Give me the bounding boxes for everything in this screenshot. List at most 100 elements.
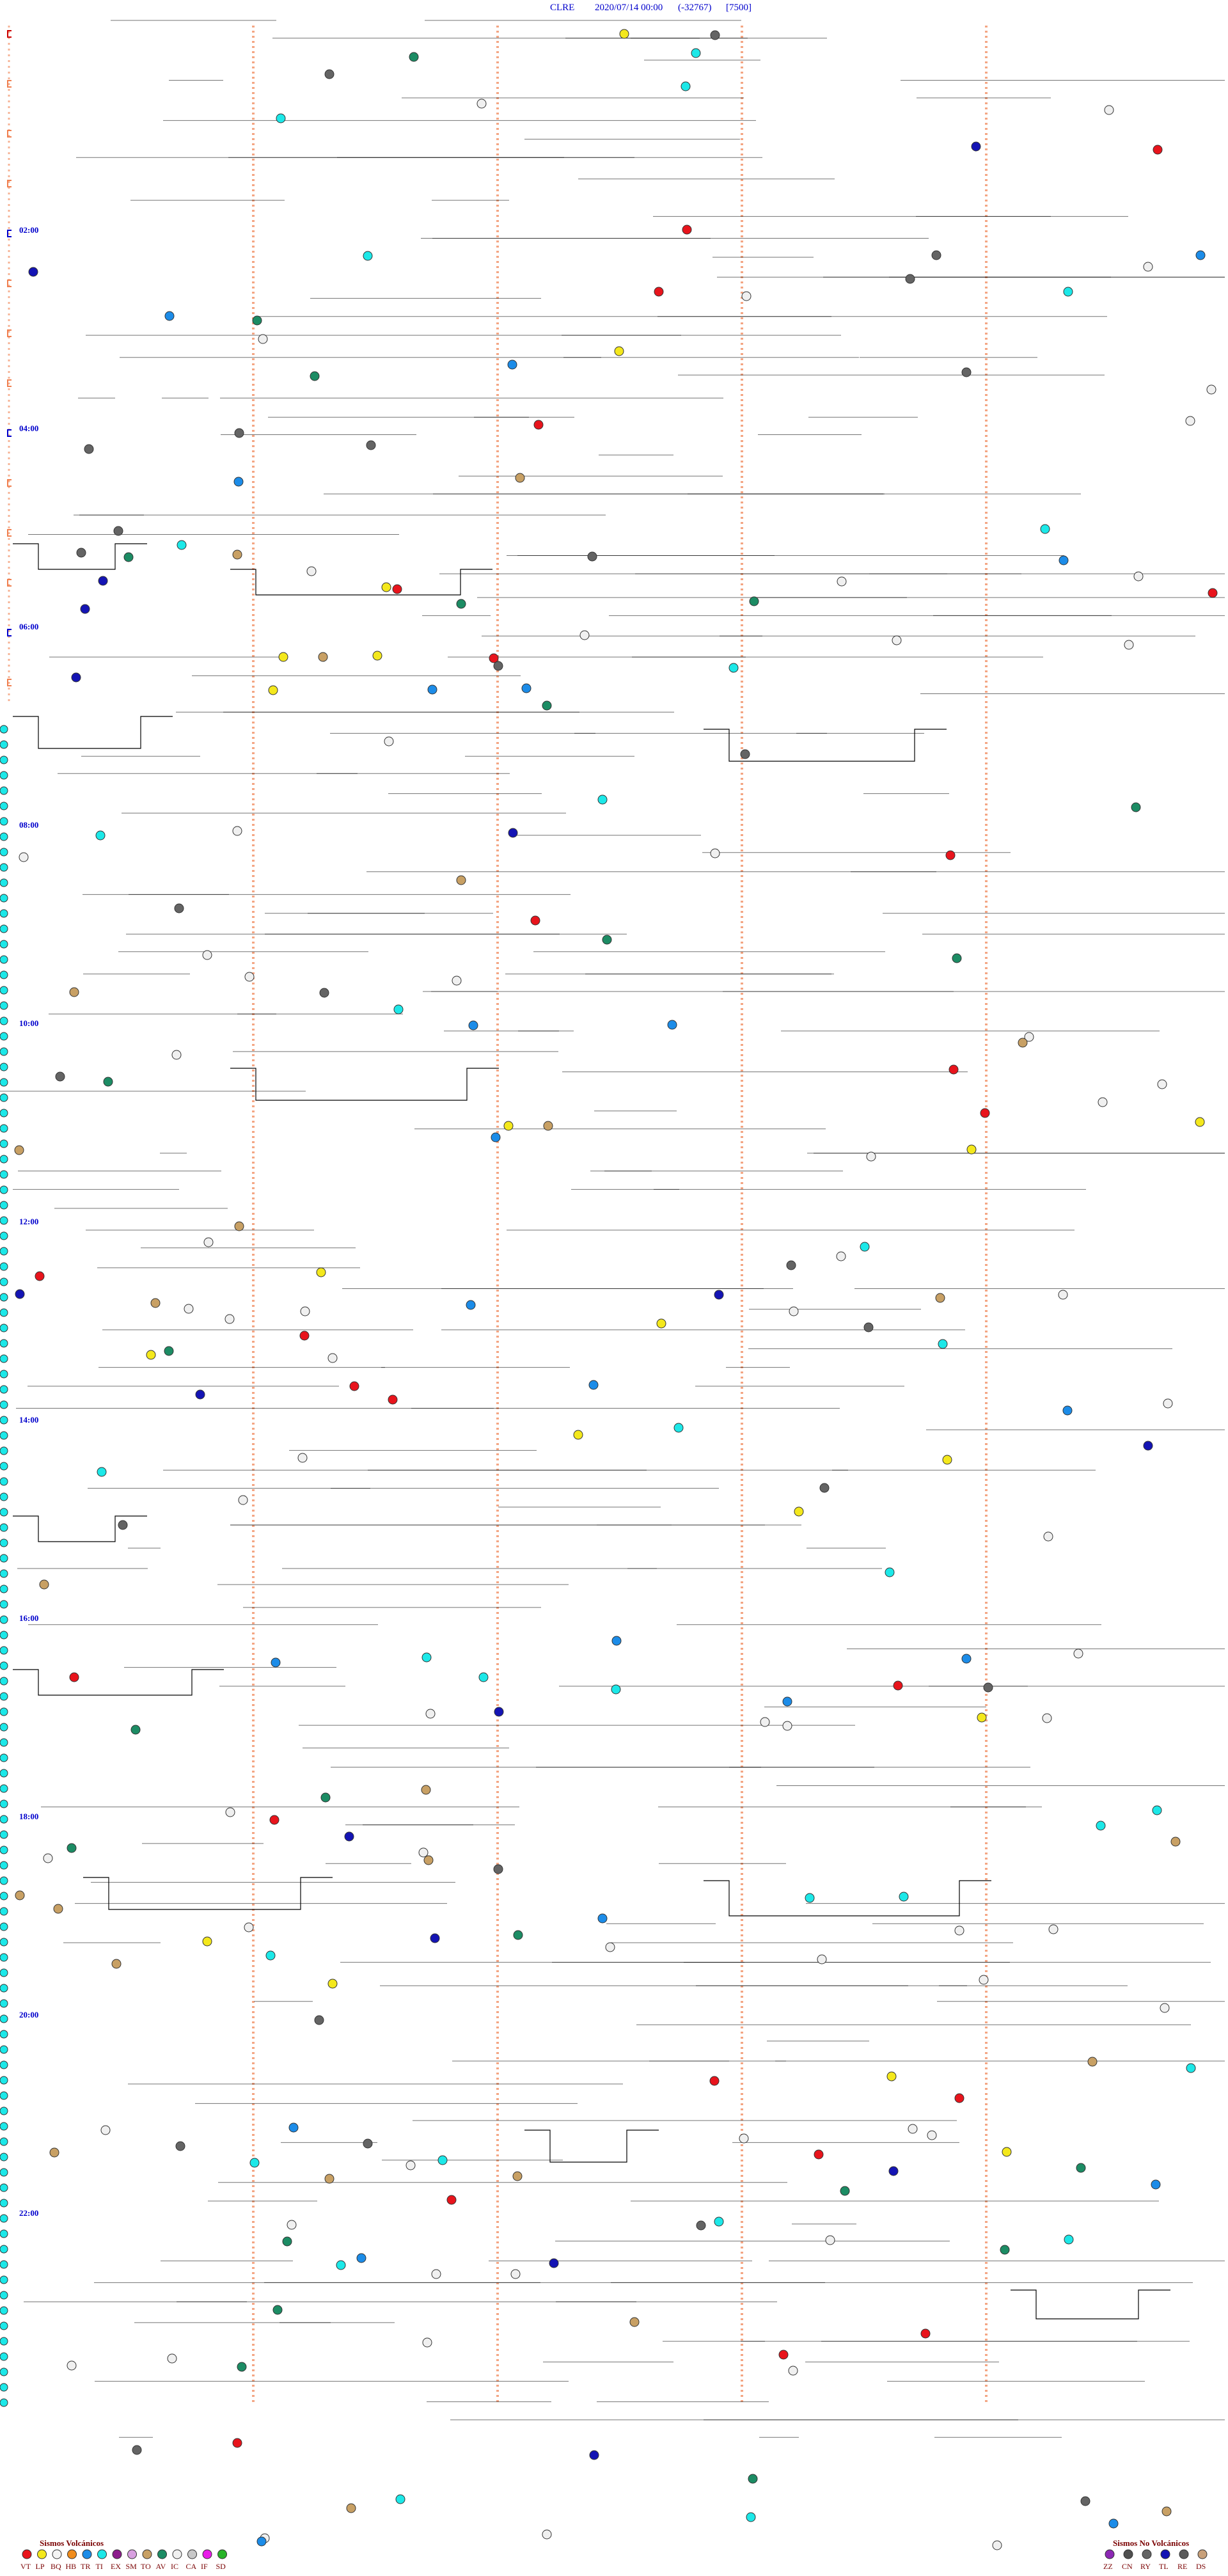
event-marker [597, 794, 608, 805]
event-marker [164, 1346, 174, 1356]
legend-nonvolcanic-swatch-cn [1123, 2549, 1133, 2559]
event-marker [971, 141, 981, 152]
event-marker [530, 915, 540, 926]
event-marker-ti [0, 1431, 8, 1440]
hour-label-2200: 22:00 [19, 2208, 38, 2218]
event-marker [656, 1318, 666, 1329]
event-marker-ti [0, 1063, 8, 1071]
event-marker-ti [0, 1216, 8, 1225]
event-marker [533, 420, 544, 430]
event-marker [602, 935, 612, 945]
event-marker [316, 1267, 326, 1277]
event-marker [611, 1684, 621, 1695]
event-marker [1096, 1821, 1106, 1831]
event-marker-ti [0, 940, 8, 949]
legend-volcanic-code-sd: SD [216, 2562, 226, 2571]
event-marker [714, 1290, 724, 1300]
event-marker [512, 2171, 523, 2181]
left-bracket [7, 30, 12, 38]
event-marker [542, 700, 552, 711]
event-marker [167, 2353, 177, 2364]
legend-volcanic-swatch-ti [97, 2549, 107, 2559]
event-marker [1185, 416, 1195, 426]
event-marker [782, 1696, 792, 1707]
event-marker [817, 1954, 827, 1964]
event-marker [1062, 1405, 1073, 1416]
left-bracket [7, 679, 12, 686]
legend-volcanic-code-ca: CA [186, 2562, 197, 2571]
legend-volcanic-code-tr: TR [81, 2562, 90, 2571]
event-marker [691, 48, 701, 58]
event-marker-ti [0, 1723, 8, 1732]
left-bracket [7, 280, 12, 287]
event-marker [493, 661, 503, 671]
event-marker [431, 2269, 441, 2279]
left-bracket [7, 479, 12, 487]
event-marker [489, 653, 499, 663]
event-marker [908, 2124, 918, 2134]
event-marker [232, 826, 242, 836]
legend-volcanic-code-lp: LP [36, 2562, 45, 2571]
event-marker [1143, 262, 1153, 272]
event-marker [14, 1145, 24, 1155]
event-marker-ti [0, 2245, 8, 2254]
hour-label-1000: 10:00 [19, 1018, 38, 1028]
event-marker-ti [0, 771, 8, 780]
event-marker [667, 1020, 677, 1030]
event-marker [587, 551, 597, 562]
event-marker-ti [0, 1892, 8, 1900]
event-marker [272, 2305, 283, 2315]
event-marker [521, 683, 531, 693]
event-marker [310, 371, 320, 381]
event-marker-ti [0, 725, 8, 734]
event-marker-ti [0, 1922, 8, 1931]
event-marker-ti [0, 1016, 8, 1025]
event-marker [278, 652, 288, 662]
legend-nonvolcanic-code-cn: CN [1122, 2562, 1133, 2571]
event-marker-ti [0, 955, 8, 964]
event-marker [954, 1925, 964, 1936]
event-marker [225, 1807, 235, 1817]
event-marker-ti [0, 1584, 8, 1593]
trace-step [1011, 2289, 1170, 2319]
event-marker [421, 1785, 431, 1795]
legend-volcanic-swatch-ex [112, 2549, 122, 2559]
event-marker [1163, 1398, 1173, 1409]
event-marker [1151, 2179, 1161, 2190]
event-marker [931, 250, 941, 260]
event-marker-ti [0, 1569, 8, 1578]
event-marker [299, 1331, 310, 1341]
event-marker [899, 1892, 909, 1902]
event-marker [507, 360, 517, 370]
event-marker [84, 444, 94, 454]
event-marker [740, 749, 750, 759]
event-marker [244, 972, 255, 982]
event-marker [234, 428, 244, 438]
event-marker-ti [0, 1631, 8, 1640]
event-marker [150, 1298, 161, 1308]
event-marker [782, 1721, 792, 1731]
trace-step [13, 543, 147, 570]
event-marker [614, 346, 624, 356]
event-marker [320, 1792, 331, 1803]
event-marker [244, 1922, 254, 1932]
event-marker [421, 1652, 432, 1663]
event-marker [905, 274, 915, 284]
event-marker [966, 1144, 977, 1155]
event-marker [418, 1847, 429, 1858]
event-marker [952, 953, 962, 963]
legend-nonvolcanic-swatch-zz [1105, 2549, 1115, 2559]
event-marker-ti [0, 2260, 8, 2269]
event-marker-ti [0, 2076, 8, 2085]
event-marker [788, 2366, 798, 2376]
event-marker [103, 1077, 113, 1087]
event-marker-ti [0, 2045, 8, 2054]
event-markers [0, 29, 1218, 2550]
event-marker-ti [0, 1124, 8, 1133]
event-marker-ti [0, 2183, 8, 2192]
event-marker-ti [0, 2383, 8, 2392]
event-marker [786, 1260, 796, 1270]
event-marker [866, 1151, 876, 1162]
event-marker [425, 1709, 436, 1719]
event-marker [287, 2220, 297, 2230]
